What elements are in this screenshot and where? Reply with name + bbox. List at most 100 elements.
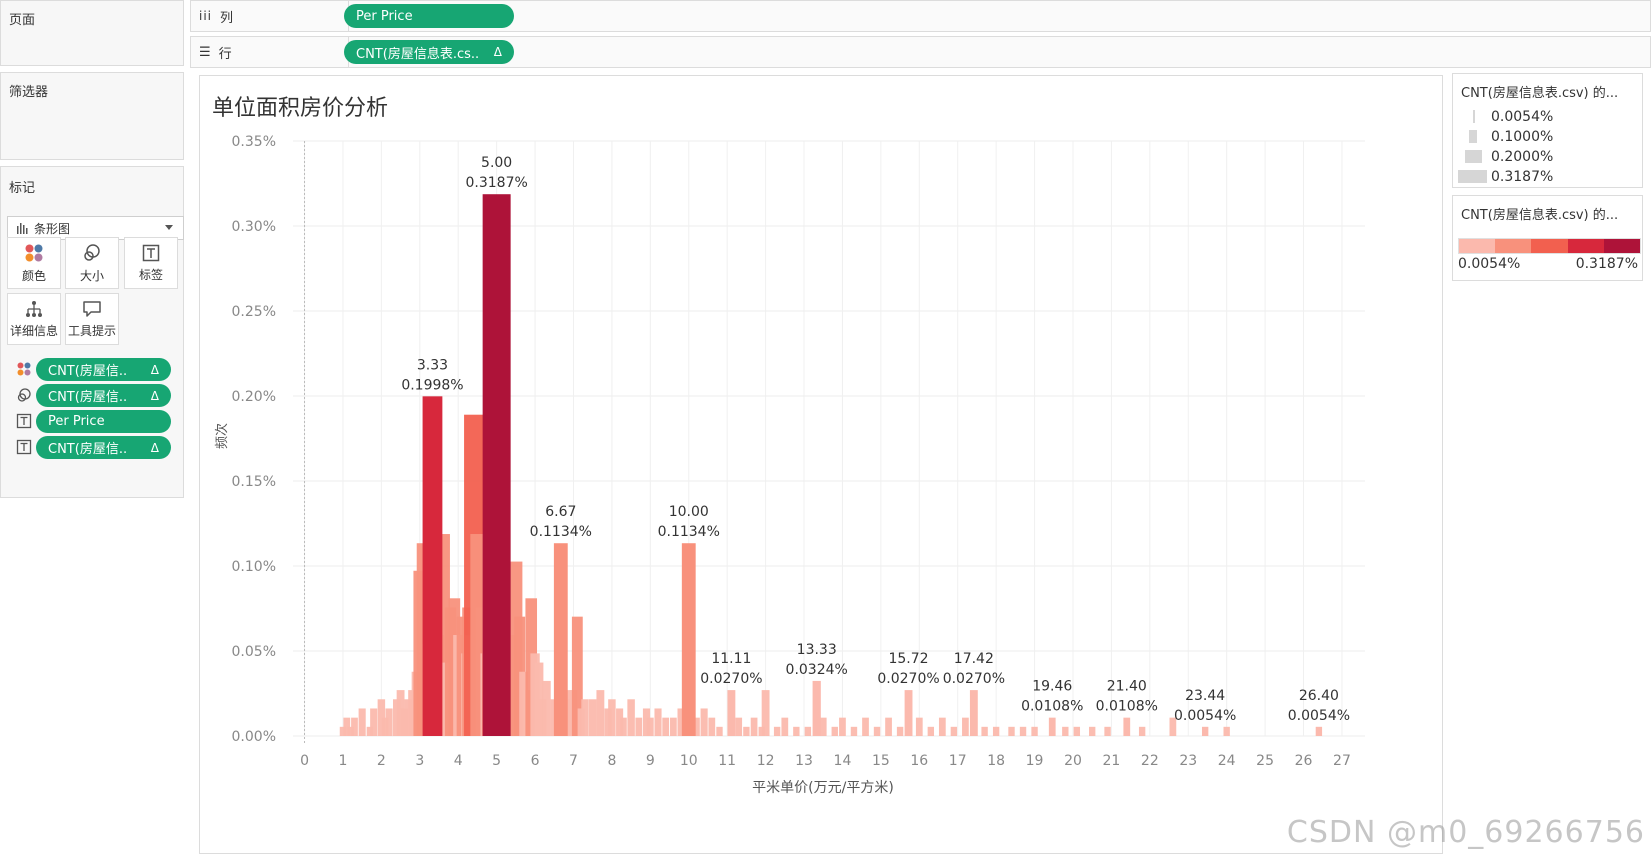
size-legend-item: 0.1000% [1491, 129, 1554, 145]
size-legend-item: 0.0054% [1491, 109, 1554, 125]
size-legend[interactable]: CNT(房屋信息表.csv) 的... 0.0054% 0.1000% 0.20… [1452, 73, 1643, 188]
annotated-bars [422, 194, 1323, 737]
tooltip-button[interactable]: 工具提示 [65, 293, 119, 345]
marks-title: 标记 [9, 181, 36, 196]
histogram-bar [339, 726, 347, 736]
histogram-bar [761, 690, 770, 736]
columns-shelf-label: iii 列 [191, 1, 349, 31]
histogram-bar [542, 680, 551, 736]
data-label-x: 10.00 [669, 504, 709, 520]
rows-shelf[interactable]: ☰ 行 CNT(房屋信息表.cs.. Δ [190, 36, 1651, 68]
histogram-bar [351, 717, 358, 736]
histogram-bar [654, 708, 662, 736]
data-label-x: 3.33 [417, 357, 448, 373]
delta-icon: Δ [493, 45, 502, 59]
x-axis-title: 平米单价(万元/平方米) [752, 780, 894, 796]
data-label-y: 0.0324% [786, 662, 848, 678]
size-legend-swatches [1458, 110, 1487, 183]
y-tick-label: 0.35% [232, 134, 276, 150]
y-tick-label: 0.15% [232, 474, 276, 490]
x-tick-label: 22 [1141, 753, 1159, 769]
histogram-chart[interactable]: 0.00% 0.05% 0.10% 0.15% 0.20% 0.25% 0.30% 0.35%… [200, 76, 1442, 853]
chart-title: 单位面积房价分析 [212, 96, 389, 121]
size-button[interactable]: 大小 [65, 237, 119, 289]
data-label-y: 0.0270% [700, 671, 762, 687]
color-ramp-step [1567, 239, 1604, 253]
histogram-bar [385, 708, 393, 736]
histogram-bar [642, 708, 651, 736]
label-button[interactable]: 标签 [124, 237, 178, 289]
size-icon [17, 388, 31, 402]
histogram-bar [793, 726, 800, 736]
histogram-bar [693, 717, 700, 736]
x-tick-label: 10 [680, 753, 698, 769]
histogram-bar [992, 726, 1000, 736]
y-tick-label: 0.00% [232, 729, 276, 745]
histogram-bar [377, 699, 386, 736]
size-swatch [1473, 110, 1475, 123]
x-tick-label: 12 [757, 753, 775, 769]
columns-shelf[interactable]: iii 列 Per Price [190, 0, 1651, 32]
columns-pill-per-price[interactable]: Per Price [344, 4, 514, 28]
size-swatch [1465, 150, 1482, 163]
histogram-bar [1008, 726, 1015, 736]
histogram-bar [743, 726, 750, 736]
x-tick-label: 26 [1295, 753, 1313, 769]
size-swatch [1458, 170, 1487, 183]
data-label-y: 0.0054% [1288, 708, 1350, 724]
annotated-bar [1123, 717, 1131, 736]
x-tick-label: 4 [454, 753, 463, 769]
histogram-bar [588, 699, 597, 736]
x-tick-label: 9 [646, 753, 655, 769]
color-ramp-step [1531, 239, 1568, 253]
tooltip-icon [83, 300, 101, 317]
histogram-bar [396, 690, 405, 736]
annotated-bar [1315, 726, 1323, 736]
histogram-bar [950, 726, 958, 736]
x-tick-label: 25 [1256, 753, 1274, 769]
data-label-y: 0.0054% [1174, 708, 1236, 724]
annotated-bar [1201, 726, 1209, 736]
histogram-bar [1089, 726, 1096, 736]
annotated-bar [969, 690, 978, 736]
x-tick-label: 3 [415, 753, 424, 769]
histogram-bar [938, 717, 946, 736]
x-tick-label: 1 [338, 753, 347, 769]
chart-view[interactable]: 单位面积房价分析 0.00% 0.05% 0.10% 0.15% 0.20% 0.25% 0… [199, 75, 1443, 854]
data-label-y: 0.0270% [943, 671, 1005, 687]
histogram-bar [981, 726, 988, 736]
annotated-bar [482, 194, 511, 737]
x-tick-label: 17 [949, 753, 967, 769]
data-label-x: 21.40 [1107, 679, 1147, 695]
rows-pill-cnt[interactable]: CNT(房屋信息表.cs.. Δ [344, 40, 514, 64]
x-tick-label: 18 [987, 753, 1005, 769]
data-label-y: 0.1134% [530, 524, 592, 540]
mark-field-label-pill-cnt[interactable]: CNT(房屋信.. Δ [36, 436, 171, 459]
size-legend-title: CNT(房屋信息表.csv) 的... [1461, 86, 1619, 101]
detail-button[interactable]: 详细信息 [7, 293, 61, 345]
color-button[interactable]: 颜色 [7, 237, 61, 289]
x-tick-label: 16 [910, 753, 928, 769]
color-ramp-step [1603, 239, 1641, 253]
mark-field-color-pill[interactable]: CNT(房屋信.. Δ [36, 358, 171, 381]
data-label-y: 0.0108% [1096, 699, 1158, 715]
color-icon [25, 244, 43, 261]
bar-chart-icon [17, 223, 28, 234]
histogram-bar [700, 708, 708, 736]
data-label-y: 0.3187% [465, 175, 527, 191]
x-tick-label: 15 [872, 753, 890, 769]
filters-panel[interactable]: 筛选器 [0, 72, 184, 160]
histogram-bar [620, 717, 627, 736]
histogram-bar [677, 708, 685, 736]
mark-field-label-pill-price[interactable]: Per Price [36, 410, 171, 433]
x-tick-label: 7 [569, 753, 578, 769]
histogram-bar [662, 717, 670, 736]
x-tick-label: 14 [834, 753, 852, 769]
histogram-bar [1062, 726, 1069, 736]
histogram-bar [1019, 726, 1027, 736]
histogram-bar [873, 726, 881, 736]
annotated-bar [553, 543, 568, 736]
color-legend[interactable]: CNT(房屋信息表.csv) 的... 0.0054% 0.3187% [1452, 195, 1643, 281]
data-label-y: 0.1998% [401, 377, 463, 393]
mark-field-size-pill[interactable]: CNT(房屋信.. Δ [36, 384, 171, 407]
